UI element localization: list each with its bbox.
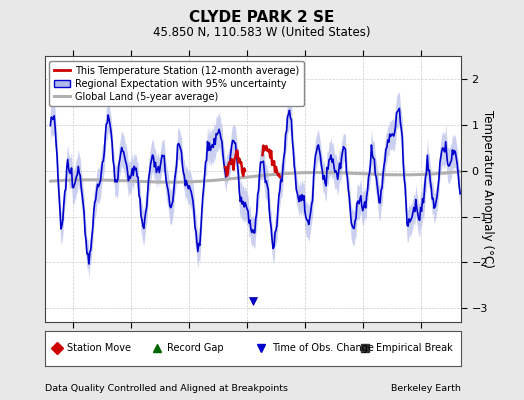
- Text: Data Quality Controlled and Aligned at Breakpoints: Data Quality Controlled and Aligned at B…: [45, 384, 288, 393]
- Y-axis label: Temperature Anomaly (°C): Temperature Anomaly (°C): [481, 110, 494, 268]
- Text: 45.850 N, 110.583 W (United States): 45.850 N, 110.583 W (United States): [153, 26, 371, 39]
- Text: Berkeley Earth: Berkeley Earth: [391, 384, 461, 393]
- Text: Empirical Break: Empirical Break: [376, 343, 452, 354]
- Text: CLYDE PARK 2 SE: CLYDE PARK 2 SE: [189, 10, 335, 25]
- Text: Record Gap: Record Gap: [168, 343, 224, 354]
- Legend: This Temperature Station (12-month average), Regional Expectation with 95% uncer: This Temperature Station (12-month avera…: [49, 61, 304, 106]
- Text: Station Move: Station Move: [68, 343, 132, 354]
- Text: Time of Obs. Change: Time of Obs. Change: [271, 343, 374, 354]
